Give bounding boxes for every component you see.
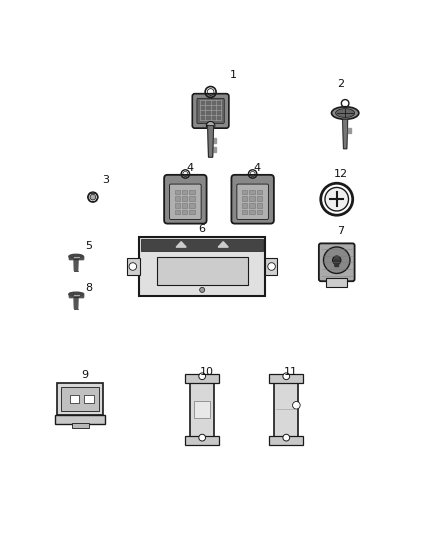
Bar [190,203,194,207]
Bar [242,190,247,195]
Bar [157,256,247,285]
Text: 11: 11 [283,367,297,377]
Polygon shape [69,293,83,297]
Circle shape [283,434,290,441]
Polygon shape [213,147,216,152]
Polygon shape [208,126,214,157]
Bar [242,203,247,207]
FancyBboxPatch shape [197,98,224,124]
Text: 12: 12 [334,169,348,179]
Circle shape [200,287,205,293]
Circle shape [199,373,205,379]
Bar [175,209,180,214]
Text: 7: 7 [337,226,345,236]
Bar [61,387,99,410]
Text: 1: 1 [230,70,237,80]
Bar [141,239,263,251]
Text: 6: 6 [199,224,206,233]
Bar [242,197,247,201]
Text: 4: 4 [186,163,193,173]
Bar [127,258,140,275]
Polygon shape [74,259,78,271]
Bar [257,209,262,214]
Text: 8: 8 [85,282,92,293]
FancyBboxPatch shape [231,175,274,224]
Bar [185,374,219,383]
Text: 2: 2 [337,78,345,88]
Bar [190,209,194,214]
Bar [175,197,180,201]
Bar [257,197,262,201]
Bar [242,209,247,214]
Polygon shape [213,138,216,143]
Bar [190,190,194,195]
Bar [55,415,106,424]
Circle shape [332,256,341,264]
Bar [182,190,187,195]
Bar [182,209,187,214]
Ellipse shape [69,292,83,296]
Circle shape [324,247,350,273]
Text: 5: 5 [85,241,92,252]
Bar [185,435,219,445]
Bar [182,203,187,207]
Polygon shape [69,255,83,259]
Ellipse shape [69,254,83,259]
Bar [72,423,88,428]
Bar [265,258,277,275]
Bar [57,383,103,415]
FancyBboxPatch shape [319,244,355,281]
Bar [190,197,194,201]
Bar [326,278,347,287]
Polygon shape [218,241,228,247]
Ellipse shape [336,109,355,117]
Bar [175,203,180,207]
Bar [139,237,265,296]
Bar [70,395,79,403]
Text: 10: 10 [199,367,213,377]
Polygon shape [74,297,78,309]
Bar [269,435,303,445]
Bar [85,395,94,403]
Bar [190,380,214,439]
Bar [250,209,254,214]
Circle shape [206,122,215,130]
Circle shape [199,434,205,441]
FancyBboxPatch shape [170,184,201,220]
Circle shape [283,373,290,379]
FancyBboxPatch shape [237,184,268,220]
Text: 4: 4 [253,163,261,173]
Circle shape [129,263,137,270]
Circle shape [293,401,300,409]
FancyBboxPatch shape [192,94,229,128]
Circle shape [325,188,349,211]
Bar [194,401,210,418]
Bar [257,190,262,195]
Circle shape [90,195,95,200]
Bar [250,197,254,201]
Bar [175,190,180,195]
Polygon shape [347,128,351,133]
Circle shape [88,192,98,202]
Text: 3: 3 [102,175,109,185]
Ellipse shape [332,107,359,119]
Bar [257,203,262,207]
Bar [274,380,298,439]
Bar [269,374,303,383]
Polygon shape [334,260,339,266]
FancyBboxPatch shape [164,175,207,224]
Circle shape [268,263,276,270]
Polygon shape [343,119,348,149]
Text: 9: 9 [81,369,88,379]
Bar [182,197,187,201]
Bar [250,190,254,195]
Bar [250,203,254,207]
Polygon shape [176,241,186,247]
